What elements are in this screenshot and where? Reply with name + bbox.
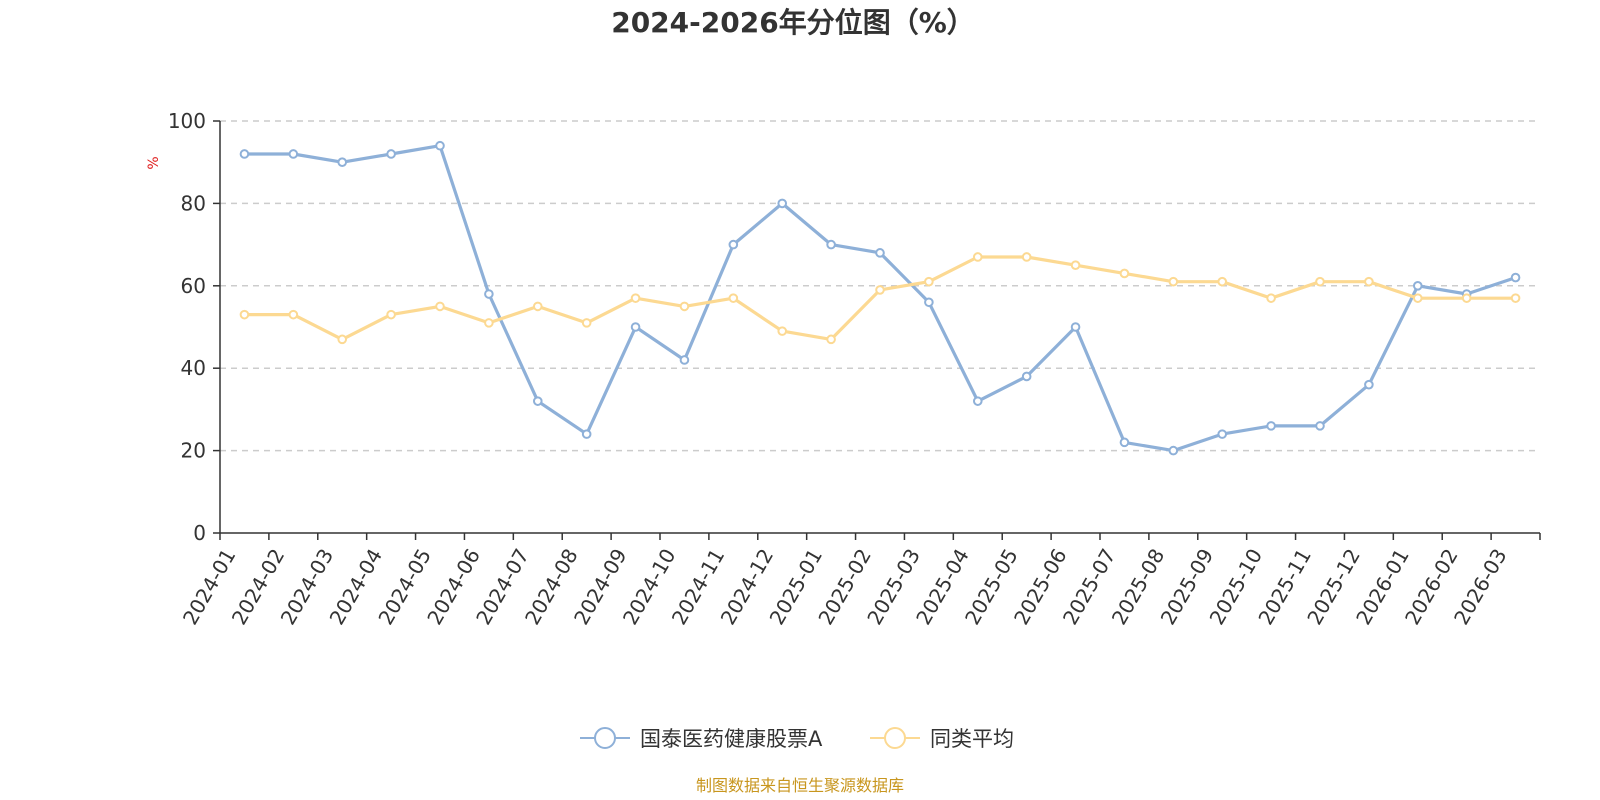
y-tick-label: 20 (181, 439, 206, 463)
data-point-series-0[interactable] (1412, 281, 1423, 291)
data-point-series-1[interactable] (1412, 293, 1423, 303)
data-point-series-0[interactable] (1364, 379, 1374, 390)
data-point-series-1[interactable] (581, 318, 592, 328)
data-point-series-1[interactable] (1266, 293, 1276, 303)
data-point-series-0[interactable] (1168, 445, 1179, 456)
data-point-series-0[interactable] (972, 396, 983, 406)
data-point-series-0[interactable] (1510, 272, 1521, 283)
series-lines (239, 140, 1521, 456)
data-source-note: 制图数据来自恒生聚源数据库 (696, 776, 904, 795)
data-point-series-0[interactable] (1315, 421, 1325, 431)
data-point-series-0[interactable] (1217, 429, 1228, 439)
chart-title: 2024-2026年分位图（%） (611, 6, 975, 39)
data-point-series-0[interactable] (288, 149, 299, 159)
data-point-series-1[interactable] (1364, 276, 1374, 287)
data-point-series-0[interactable] (826, 239, 836, 250)
data-point-series-0[interactable] (532, 396, 543, 406)
data-point-series-0[interactable] (1266, 421, 1276, 431)
data-point-series-0[interactable] (679, 355, 690, 365)
data-point-series-1[interactable] (1315, 276, 1325, 287)
data-point-series-1[interactable] (386, 309, 396, 320)
data-point-series-0[interactable] (337, 157, 348, 167)
data-point-series-1[interactable] (777, 326, 788, 336)
data-point-series-1[interactable] (288, 309, 299, 320)
data-point-series-0[interactable] (728, 239, 739, 250)
data-point-series-0[interactable] (1119, 437, 1130, 448)
y-axis-unit-label: % (146, 156, 162, 169)
data-point-series-1[interactable] (239, 309, 250, 320)
data-point-series-1[interactable] (679, 301, 690, 312)
y-tick-label: 80 (181, 191, 206, 215)
data-point-series-1[interactable] (1021, 252, 1032, 262)
data-point-series-1[interactable] (532, 301, 543, 312)
data-point-series-0[interactable] (777, 198, 788, 209)
legend-label: 国泰医药健康股票A (640, 727, 823, 751)
data-point-series-1[interactable] (630, 293, 641, 303)
data-point-series-1[interactable] (435, 301, 445, 312)
y-tick-label: 60 (181, 274, 206, 298)
y-tick-label: 0 (193, 521, 206, 545)
legend-item-0[interactable]: 国泰医药健康股票A (580, 727, 823, 751)
data-point-series-1[interactable] (1119, 268, 1130, 279)
data-point-series-0[interactable] (1070, 322, 1081, 332)
data-point-series-1[interactable] (1461, 293, 1472, 303)
data-point-series-0[interactable] (581, 429, 592, 439)
data-point-series-1[interactable] (972, 252, 983, 262)
data-point-series-0[interactable] (630, 322, 641, 332)
data-point-series-1[interactable] (1168, 276, 1179, 287)
data-point-series-0[interactable] (386, 149, 396, 159)
data-point-series-1[interactable] (337, 334, 348, 345)
data-point-series-1[interactable] (728, 293, 739, 303)
legend-marker-icon (884, 727, 906, 749)
data-point-series-0[interactable] (875, 248, 885, 258)
legend-label: 同类平均 (930, 727, 1014, 751)
data-point-series-1[interactable] (1510, 293, 1521, 303)
legend-marker-icon (594, 727, 616, 749)
data-point-series-1[interactable] (924, 276, 934, 287)
data-point-series-0[interactable] (1021, 371, 1032, 382)
data-point-series-1[interactable] (826, 334, 836, 345)
y-tick-label: 40 (181, 356, 206, 380)
data-point-series-0[interactable] (484, 289, 494, 299)
series-line-0 (242, 144, 1518, 453)
data-point-series-0[interactable] (924, 297, 934, 308)
data-point-series-1[interactable] (1217, 276, 1228, 287)
data-point-series-0[interactable] (435, 140, 445, 151)
y-tick-label: 100 (168, 109, 206, 133)
data-point-series-1[interactable] (484, 318, 494, 328)
data-point-series-1[interactable] (875, 285, 885, 295)
legend[interactable]: 国泰医药健康股票A 同类平均 (580, 727, 1014, 751)
data-point-series-0[interactable] (239, 149, 250, 159)
data-point-series-1[interactable] (1070, 260, 1081, 271)
series-line-1 (242, 255, 1518, 341)
legend-item-1[interactable]: 同类平均 (870, 727, 1014, 751)
